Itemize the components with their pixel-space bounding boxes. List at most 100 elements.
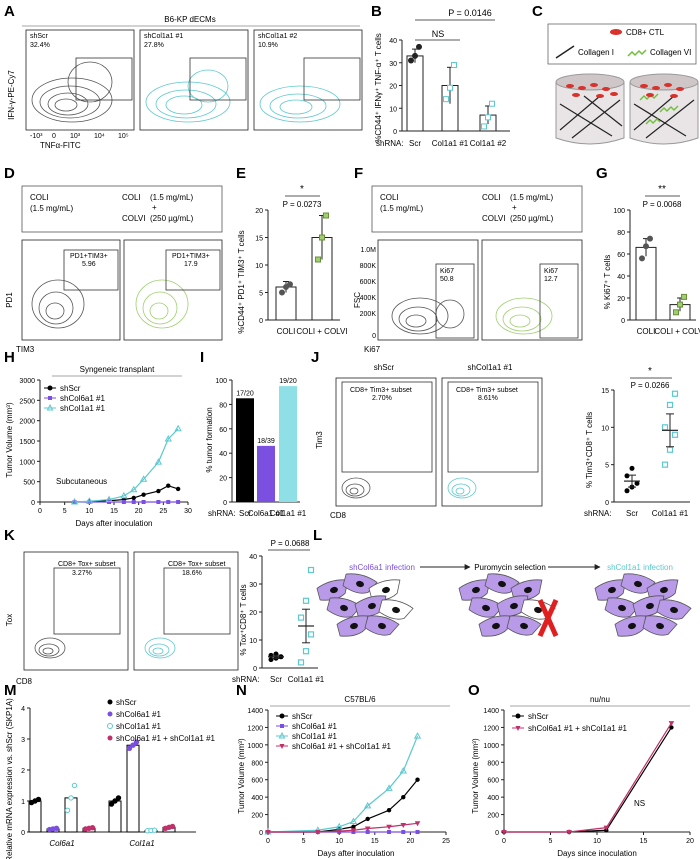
panel-letter-m: M [4, 682, 17, 699]
flow-plot-coli: PD1+TIM3+ 5.96 [21, 239, 121, 341]
x-tick-label: 5 [302, 838, 306, 845]
cd8-cell [676, 87, 684, 91]
legend-item: shScr [116, 698, 137, 707]
fiber-line [571, 99, 621, 139]
contour-ring [391, 297, 449, 335]
contour-density [135, 279, 189, 329]
panel-d: COLI (1.5 mg/mL) COLI (1.5 mg/mL) + COLV… [5, 185, 223, 354]
x-axis-label: Days after inoculation [76, 519, 153, 528]
bar [236, 398, 254, 502]
gate-label: Ki67 [440, 268, 454, 275]
data-point [400, 823, 407, 829]
collagen-i-icon [555, 45, 575, 59]
data-point [154, 458, 163, 465]
legend: shScr shCol6a1 #1 shCol1a1 #1 shCol6a1 #… [276, 712, 392, 751]
contour-ring [67, 61, 113, 103]
contour-ring [451, 483, 471, 497]
cell [656, 599, 692, 620]
cd8-cell [610, 92, 618, 96]
cd8-cell [670, 94, 678, 98]
contour-ring [54, 98, 78, 112]
legend: shScr shCol6a1 #1 shCol1a1 #1 [44, 384, 105, 413]
contour-ring [149, 302, 169, 320]
data-point [634, 480, 640, 486]
y-tick-label: 15 [255, 236, 263, 243]
cond2-line1: COLI [482, 193, 501, 202]
x-tick-label: Scr [626, 509, 638, 518]
contour-ring [502, 306, 542, 332]
legend-item: shCol6a1 #1 [292, 722, 337, 731]
cell [506, 615, 542, 636]
panel-letter-i: I [200, 349, 204, 366]
flow-plot-shcol1a1-2: shCol1a1 #2 10.9% [253, 29, 363, 131]
cond2-line3: COLVI [482, 214, 505, 223]
y-axis-label: % tumor formation [205, 407, 214, 472]
cell [342, 573, 378, 594]
y-tick-label: 20 [219, 476, 227, 483]
panel-n: C57BL/6 Tumor Volume (mm³) 0200400600800… [237, 695, 450, 858]
series-line [268, 822, 418, 833]
x-tick-label: 30 [184, 508, 192, 515]
plot-title: shScr [30, 33, 49, 40]
cell [614, 615, 647, 637]
data-point [349, 817, 358, 825]
cell [478, 615, 511, 637]
y-tick-label: 60 [219, 427, 227, 434]
contour-ring [38, 643, 60, 657]
y-tick-label: 40 [249, 554, 257, 561]
legend-col1: Collagen I [578, 48, 614, 57]
contour-ring [349, 487, 359, 495]
data-point [624, 473, 630, 479]
cell [336, 615, 369, 637]
data-point [681, 293, 687, 300]
data-point [350, 828, 357, 834]
y-tick-label: 10 [255, 263, 263, 270]
y-tick-label: 0 [393, 129, 397, 136]
cell-group [566, 83, 618, 98]
y-tick-label: 2 [21, 768, 25, 775]
cond1-line2: (1.5 mg/mL) [380, 204, 423, 213]
y-tick-label: 20 [255, 208, 263, 215]
y-tick-label: 200 [487, 813, 499, 820]
shrna-label: shRNA: [232, 675, 260, 684]
fiber-line [583, 95, 623, 127]
legend-item: shCol6a1 #1 + shCol1a1 #1 [116, 734, 216, 743]
data-point [501, 830, 507, 835]
contour-ring [455, 487, 465, 495]
legend-item: shScr [292, 712, 313, 721]
panel-letter-e: E [236, 165, 246, 182]
dish-top [629, 73, 699, 91]
data-point [151, 827, 158, 833]
cd8-cell [646, 93, 654, 97]
bar [406, 55, 424, 132]
y-tick-label: 800 [487, 760, 499, 767]
panel-b: P = 0.0146 NS %CD44⁺ IFNγ⁺ TNF-α⁺ T cell… [374, 8, 510, 148]
x-tick-label: 10 [335, 838, 343, 845]
contour-ring [405, 314, 427, 328]
panel-j: shScr shCol1a1 #1 Tim3 CD8 CD8+ Tim3+ su… [315, 363, 690, 520]
gate-value: 18.6% [182, 570, 202, 577]
x-tick-label: COLI [637, 327, 656, 336]
data-point [412, 52, 418, 59]
cell [364, 615, 400, 636]
contour-ring [447, 477, 477, 499]
flow-plot-coli-colvi: Ki67 12.7 [481, 239, 583, 341]
data-point [364, 826, 371, 832]
fiber-line [645, 99, 695, 139]
x-tick-label: Scr [239, 509, 251, 518]
plot-frame [25, 29, 135, 131]
gate-box [435, 263, 475, 339]
data-point [315, 256, 321, 263]
x-tick-label: 20 [686, 838, 694, 845]
panel-e: * P = 0.0273 %CD44⁺ PD1⁺ TIM3⁺ T cells 0… [237, 184, 348, 336]
cell-nucleus [368, 602, 376, 610]
cd8-cell [578, 86, 586, 90]
data-point [87, 500, 92, 504]
cd8-cell [572, 93, 580, 97]
x-tick-label: 20 [135, 508, 143, 515]
data-point [112, 798, 118, 804]
fiber-path [639, 93, 659, 101]
x-mark-icon [537, 598, 559, 638]
gate-value: 17.9 [184, 261, 198, 268]
data-point [386, 808, 392, 813]
